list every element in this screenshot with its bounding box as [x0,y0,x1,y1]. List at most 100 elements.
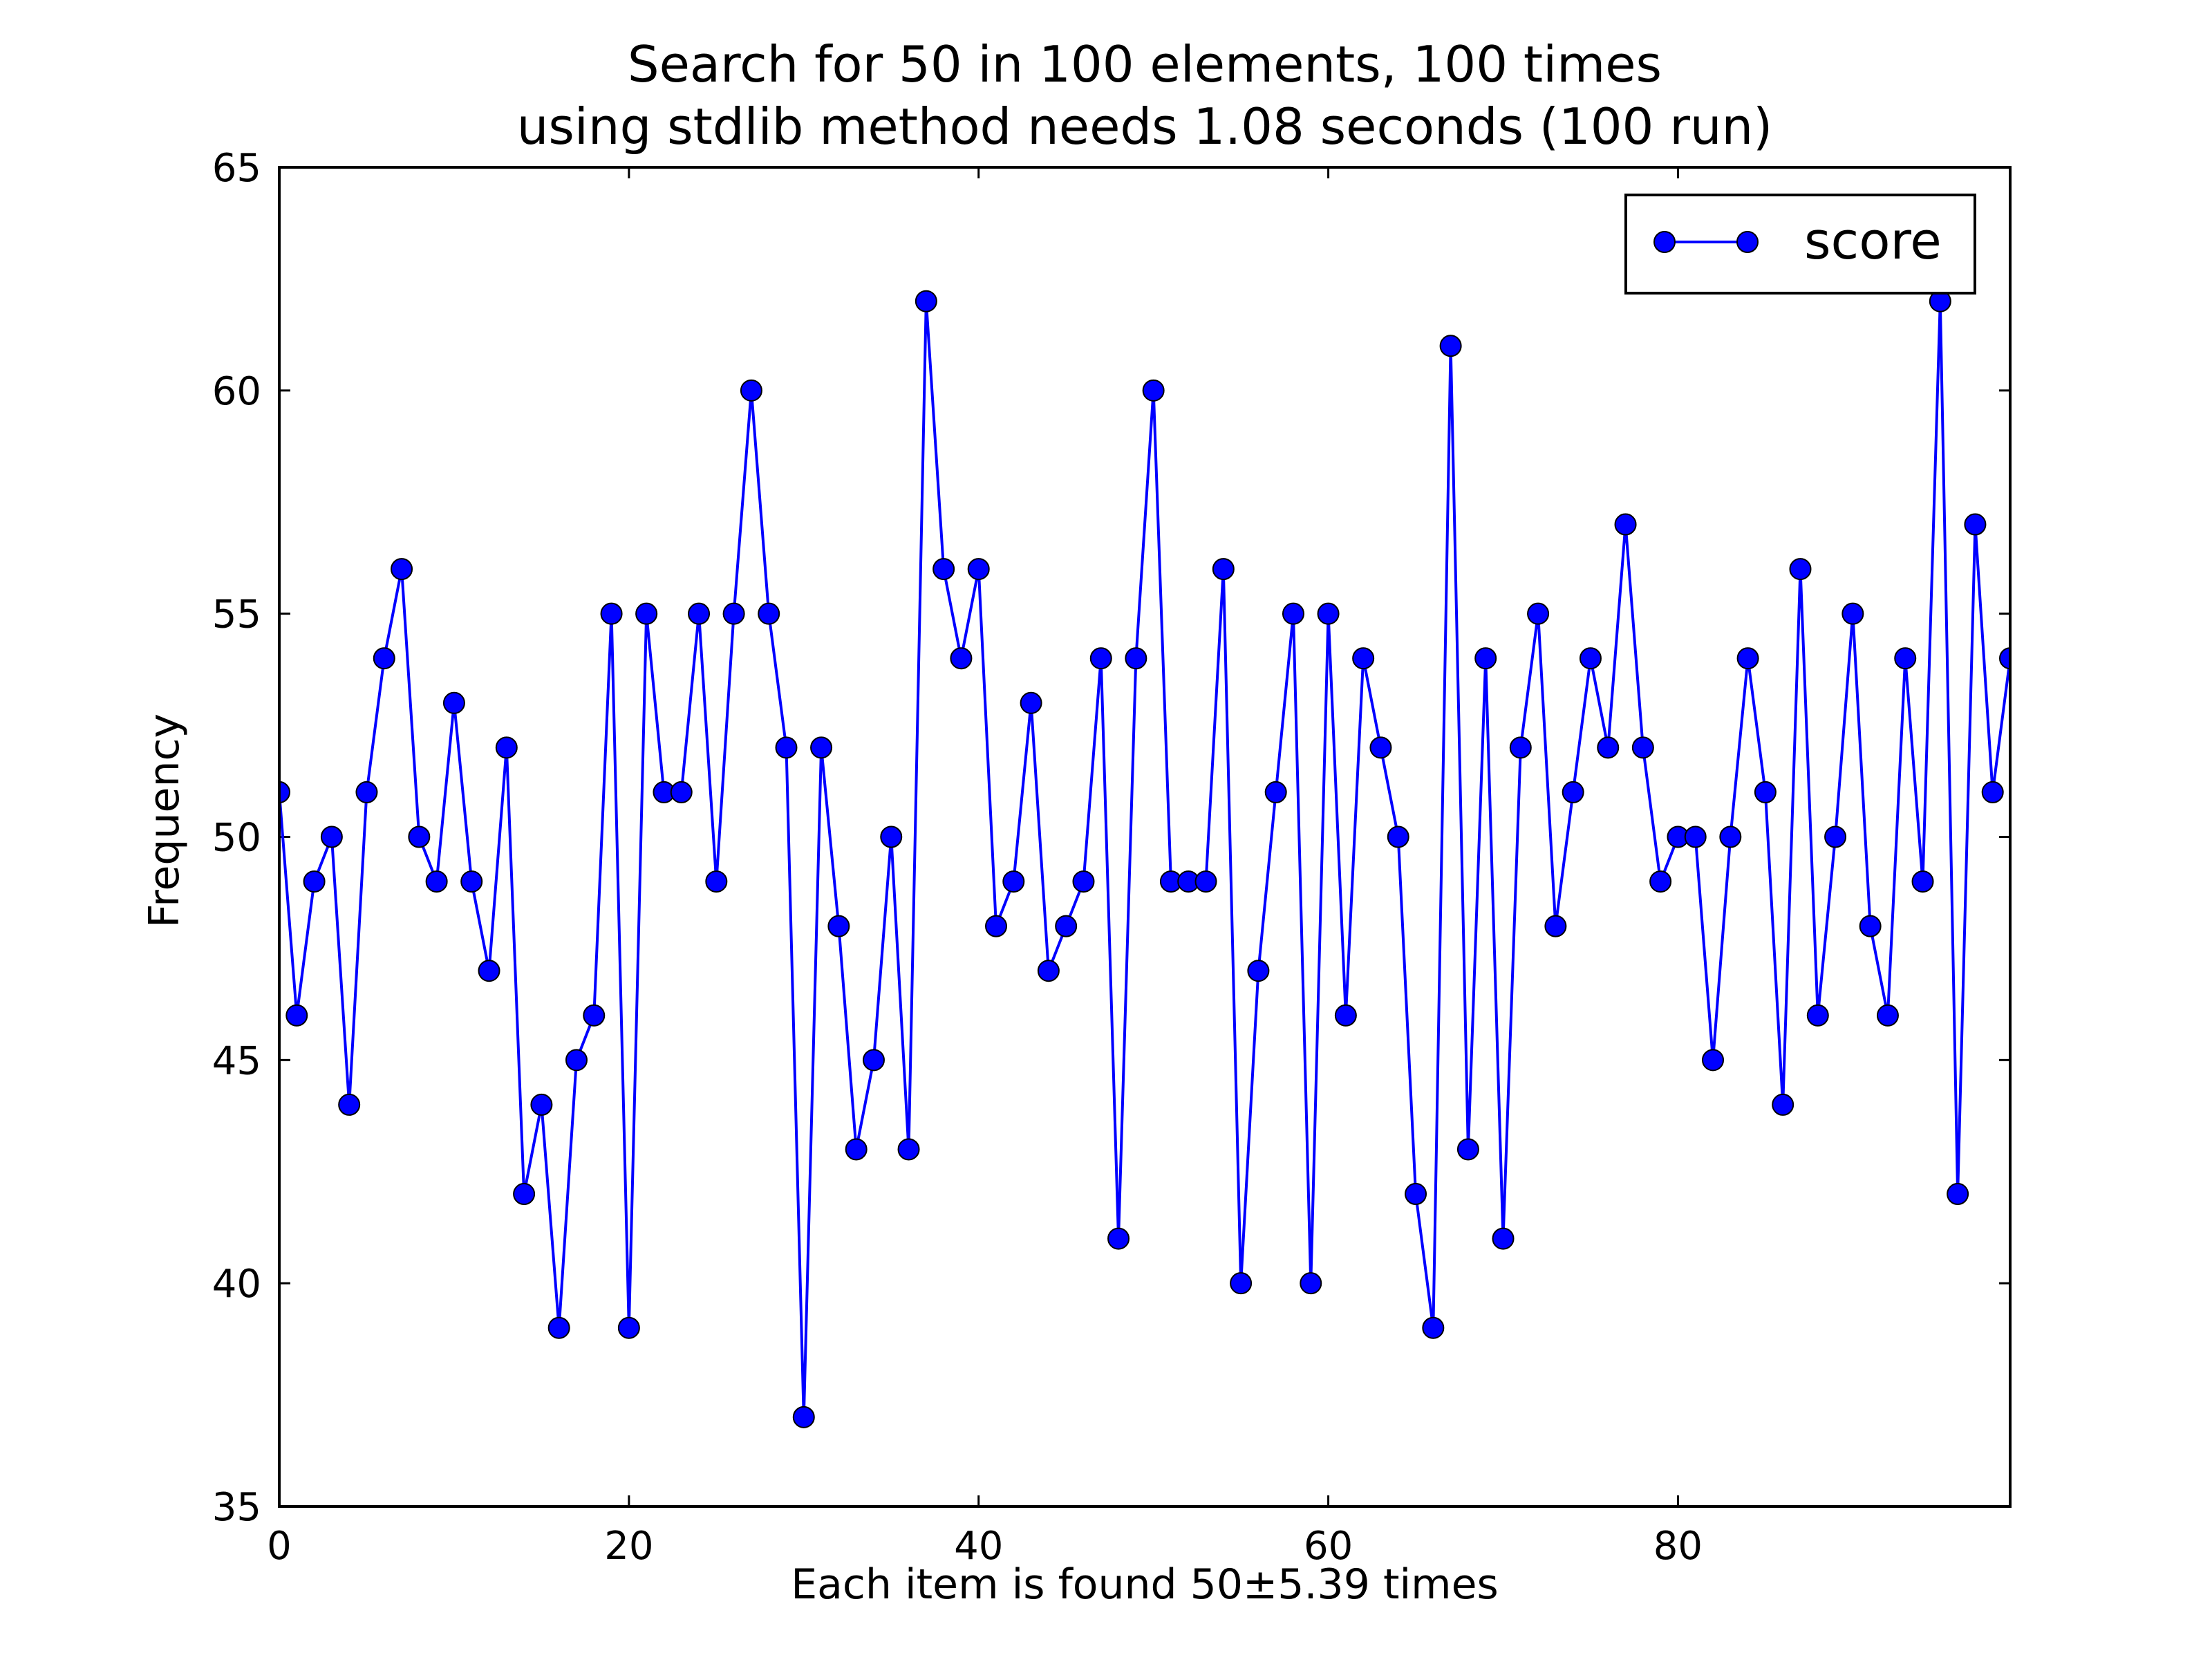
data-point [1142,379,1165,402]
data-point [1422,1316,1445,1339]
data-point [1562,781,1584,803]
chart-title-line-2: using stdlib method needs 1.08 seconds (… [517,97,1772,156]
data-point [1317,602,1340,625]
data-point [279,781,290,803]
data-point [1894,647,1917,670]
data-point [1405,1183,1427,1206]
data-point [355,781,378,803]
data-point [1544,915,1567,937]
series-line [279,299,2010,1419]
data-point [1824,825,1847,848]
y-tick-label: 60 [212,369,261,414]
data-point [600,602,623,625]
data-point [1387,825,1409,848]
x-tick-label: 80 [1653,1524,1703,1569]
data-point [1702,1049,1725,1072]
data-point [1981,781,2004,803]
data-point [1947,1183,1969,1206]
data-point [1334,1004,1357,1027]
data-point [1597,736,1620,759]
data-point [1072,870,1095,893]
data-point [880,825,903,848]
data-point [513,1183,536,1206]
legend-box [1624,194,1976,295]
data-point [425,870,448,893]
legend-label-score: score [1804,212,1942,271]
data-point [1859,915,1882,937]
y-axis-label: Frequency [140,713,189,928]
data-point [1649,870,1672,893]
data-point [1719,825,1742,848]
axes-frame [278,166,2012,1508]
series-score [279,290,2010,1428]
data-point [1282,602,1304,625]
data-point [1439,335,1462,357]
y-tick-label: 40 [212,1262,261,1307]
data-point [688,602,711,625]
x-tick-label: 60 [1304,1524,1353,1569]
data-point [373,647,395,670]
x-tick-label: 40 [954,1524,1003,1569]
data-point [495,736,518,759]
data-point [1999,647,2010,670]
legend-marker-right [1736,231,1759,253]
data-point [1456,1138,1479,1161]
data-point [1212,558,1235,581]
data-point [1002,870,1025,893]
y-tick-label: 65 [212,146,261,191]
y-tick-label: 50 [212,816,261,861]
legend: score [1624,194,1976,295]
data-point [1194,870,1217,893]
data-point [810,736,833,759]
data-point [1684,825,1707,848]
data-point [1527,602,1550,625]
data-point [1107,1227,1130,1250]
data-point [460,870,483,893]
data-point [1352,647,1375,670]
data-point [1736,647,1759,670]
chart-title-line-1: Search for 50 in 100 elements, 100 times [628,35,1662,93]
data-point [1614,513,1637,536]
data-point [1055,915,1078,937]
data-point [775,736,798,759]
data-point [1089,647,1112,670]
data-point [967,558,990,581]
data-point [408,825,431,848]
data-point [705,870,728,893]
data-point [617,1316,640,1339]
y-tick-label: 55 [212,592,261,637]
data-point [1876,1004,1899,1027]
data-point [1020,691,1042,714]
data-point [670,781,693,803]
data-point [1125,647,1147,670]
data-point [1037,960,1060,982]
x-tick-label: 20 [604,1524,653,1569]
data-point [740,379,762,402]
x-tick-label: 0 [267,1524,292,1569]
data-point [478,960,500,982]
data-point [985,915,1008,937]
data-point [1579,647,1602,670]
data-point [391,558,413,581]
data-point [565,1049,588,1072]
data-point [547,1316,570,1339]
data-point [1247,960,1270,982]
data-point [1300,1272,1322,1295]
data-point [932,558,955,581]
data-point [897,1138,920,1161]
data-point [1509,736,1532,759]
data-point [442,691,465,714]
data-point [1806,1004,1829,1027]
data-point [1964,513,1987,536]
data-point [1631,736,1654,759]
data-point [758,602,780,625]
data-point [285,1004,308,1027]
data-point [862,1049,885,1072]
data-point [583,1004,606,1027]
data-point [635,602,658,625]
data-point [845,1138,868,1161]
legend-marker-left [1653,231,1676,253]
data-point [915,290,937,312]
data-point [827,915,850,937]
